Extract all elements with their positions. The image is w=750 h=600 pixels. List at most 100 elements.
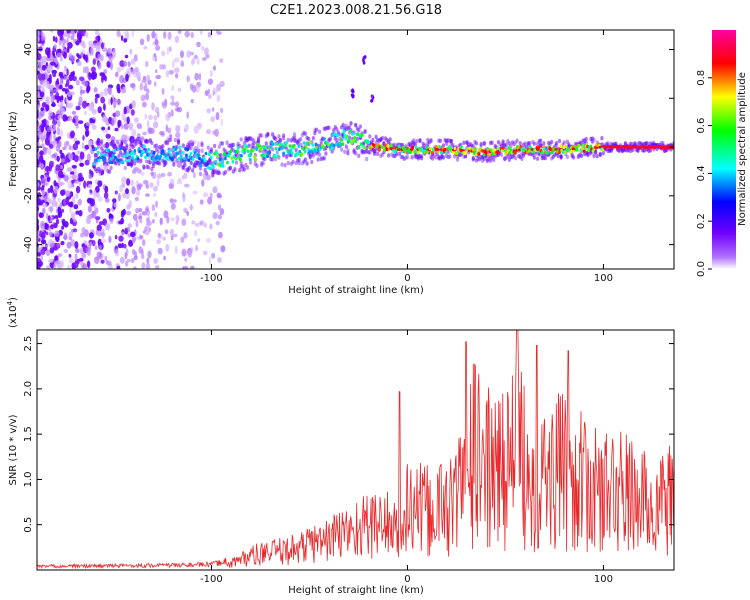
heatmap-halo-cell <box>187 165 192 171</box>
heatmap-signal-cell <box>532 150 536 154</box>
heatmap-signal-cell <box>577 143 581 148</box>
heatmap-signal-cell <box>308 150 311 155</box>
heatmap-signal-cell <box>274 146 278 151</box>
heatmap-halo-cell <box>542 141 546 146</box>
heatmap-signal-cell <box>252 148 255 152</box>
heatmap-noise-cell <box>155 74 161 80</box>
heatmap-noise-cell <box>105 222 111 231</box>
heatmap-halo-cell <box>405 154 409 160</box>
heatmap-noise-cell <box>61 225 65 230</box>
heatmap-halo-cell <box>283 163 287 168</box>
heatmap-noise-cell <box>133 266 137 269</box>
heatmap-noise-cell <box>94 256 100 265</box>
heatmap-halo-cell <box>206 145 210 150</box>
heatmap-signal-cell <box>335 142 338 147</box>
heatmap-noise-cell <box>192 57 196 64</box>
heatmap-noise-cell <box>63 175 69 182</box>
heatmap-signal-cell <box>117 146 120 151</box>
heatmap-halo-cell <box>275 150 279 155</box>
heatmap-noise-cell <box>56 242 61 248</box>
heatmap-halo-cell <box>382 141 386 146</box>
heatmap-noise-cell <box>56 155 60 162</box>
heatmap-noise-cell <box>104 185 109 194</box>
heatmap-signal-cell <box>339 143 343 147</box>
heatmap-halo-cell <box>189 160 193 166</box>
heatmap-noise-cell <box>78 180 82 187</box>
heatmap-halo-cell <box>158 161 162 166</box>
heatmap-noise-cell <box>155 69 158 74</box>
heatmap-noise-cell <box>103 192 109 199</box>
heatmap-halo-cell <box>205 171 209 176</box>
spectrogram-frame <box>36 29 675 270</box>
heatmap-noise-cell <box>208 94 212 99</box>
heatmap-noise-cell <box>144 93 150 101</box>
heatmap-noise-cell <box>124 30 129 38</box>
heatmap-signal-cell <box>393 150 396 155</box>
heatmap-halo-cell <box>103 143 107 149</box>
heatmap-noise-cell <box>134 250 138 260</box>
heatmap-halo-cell <box>155 143 159 148</box>
heatmap-noise-cell <box>167 31 172 40</box>
heatmap-noise-cell <box>60 152 65 160</box>
heatmap-signal-cell <box>300 152 304 156</box>
heatmap-noise-cell <box>159 130 165 136</box>
heatmap-noise-cell <box>113 202 118 208</box>
heatmap-noise-cell <box>136 74 140 80</box>
heatmap-noise-cell <box>42 203 48 208</box>
heatmap-halo-cell <box>363 129 367 134</box>
heatmap-noise-cell <box>155 44 161 51</box>
heatmap-halo-cell <box>515 138 519 143</box>
heatmap-noise-cell <box>58 84 63 90</box>
heatmap-halo-cell <box>224 170 228 175</box>
heatmap-halo-cell <box>109 165 113 171</box>
heatmap-signal-cell <box>323 137 326 141</box>
heatmap-noise-cell <box>100 42 104 49</box>
heatmap-noise-cell <box>117 193 121 202</box>
heatmap-noise-cell <box>107 126 111 131</box>
heatmap-halo-cell <box>217 170 221 176</box>
heatmap-noise-cell <box>44 68 51 74</box>
spectrogram-ylabel: Frequency (Hz) <box>8 111 19 187</box>
heatmap-halo-cell <box>200 141 204 146</box>
heatmap-signal-cell <box>243 148 247 152</box>
heatmap-noise-cell <box>172 59 175 69</box>
heatmap-noise-cell <box>37 223 40 232</box>
heatmap-noise-cell <box>60 240 65 246</box>
heatmap-noise-cell <box>49 231 53 238</box>
heatmap-noise-cell <box>77 120 84 124</box>
heatmap-noise-cell <box>57 170 64 179</box>
heatmap-noise-cell <box>137 183 143 188</box>
heatmap-noise-cell <box>76 60 82 66</box>
heatmap-halo-cell <box>423 143 427 148</box>
y-tick-label: -40 <box>23 236 34 252</box>
heatmap-signal-cell <box>236 146 240 150</box>
heatmap-noise-cell <box>181 175 185 180</box>
heatmap-noise-cell <box>97 106 102 114</box>
heatmap-noise-cell <box>169 46 172 52</box>
heatmap-noise-cell <box>201 179 205 187</box>
heatmap-signal-cell <box>471 148 475 152</box>
heatmap-noise-cell <box>37 60 43 67</box>
heatmap-noise-cell <box>207 78 213 85</box>
heatmap-noise-cell <box>186 111 189 119</box>
heatmap-noise-cell <box>44 80 50 88</box>
heatmap-signal-cell <box>118 158 122 163</box>
heatmap-noise-cell <box>194 54 198 60</box>
heatmap-noise-cell <box>197 122 203 128</box>
heatmap-noise-cell <box>53 124 57 130</box>
heatmap-noise-cell <box>163 31 167 39</box>
heatmap-noise-cell <box>145 184 149 189</box>
heatmap-signal-cell <box>114 155 117 160</box>
heatmap-halo-cell <box>518 141 522 146</box>
heatmap-signal-cell <box>203 158 207 163</box>
heatmap-noise-cell <box>53 88 59 93</box>
heatmap-noise-cell <box>139 82 144 91</box>
heatmap-noise-cell <box>113 98 118 103</box>
heatmap-halo-cell <box>303 131 308 136</box>
heatmap-noise-cell <box>65 83 68 88</box>
heatmap-signal-cell <box>349 129 352 133</box>
heatmap-noise-cell <box>39 155 44 163</box>
heatmap-halo-cell <box>387 153 391 158</box>
heatmap-signal-cell <box>116 158 119 162</box>
heatmap-noise-cell <box>73 155 79 163</box>
